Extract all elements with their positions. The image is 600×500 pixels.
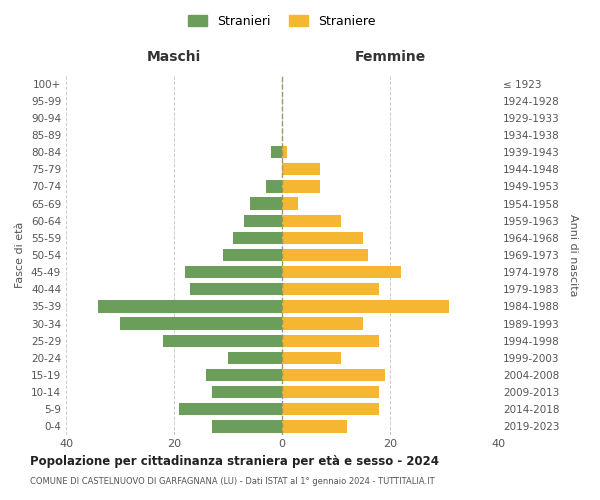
Bar — [282, 318, 363, 330]
Bar — [282, 214, 341, 227]
Bar — [212, 386, 282, 398]
Bar — [271, 146, 282, 158]
Bar — [98, 300, 282, 312]
Bar — [228, 352, 282, 364]
Bar — [244, 214, 282, 227]
Bar — [282, 386, 379, 398]
Bar — [212, 420, 282, 432]
Text: Maschi: Maschi — [147, 50, 201, 64]
Bar — [185, 266, 282, 278]
Bar — [120, 318, 282, 330]
Legend: Stranieri, Straniere: Stranieri, Straniere — [185, 11, 379, 32]
Bar — [282, 334, 379, 347]
Bar — [206, 369, 282, 381]
Bar — [282, 249, 368, 261]
Bar — [282, 198, 298, 209]
Bar — [179, 403, 282, 415]
Bar — [250, 198, 282, 209]
Bar — [282, 420, 347, 432]
Bar — [233, 232, 282, 244]
Bar — [282, 283, 379, 296]
Text: COMUNE DI CASTELNUOVO DI GARFAGNANA (LU) - Dati ISTAT al 1° gennaio 2024 - TUTTI: COMUNE DI CASTELNUOVO DI GARFAGNANA (LU)… — [30, 478, 434, 486]
Bar — [282, 403, 379, 415]
Bar — [282, 369, 385, 381]
Text: Femmine: Femmine — [355, 50, 425, 64]
Bar — [223, 249, 282, 261]
Text: Popolazione per cittadinanza straniera per età e sesso - 2024: Popolazione per cittadinanza straniera p… — [30, 455, 439, 468]
Bar — [282, 266, 401, 278]
Bar — [282, 163, 320, 175]
Bar — [163, 334, 282, 347]
Y-axis label: Anni di nascita: Anni di nascita — [568, 214, 578, 296]
Bar — [282, 146, 287, 158]
Bar — [266, 180, 282, 192]
Bar — [282, 352, 341, 364]
Bar — [282, 300, 449, 312]
Bar — [190, 283, 282, 296]
Y-axis label: Fasce di età: Fasce di età — [16, 222, 25, 288]
Bar — [282, 232, 363, 244]
Bar — [282, 180, 320, 192]
